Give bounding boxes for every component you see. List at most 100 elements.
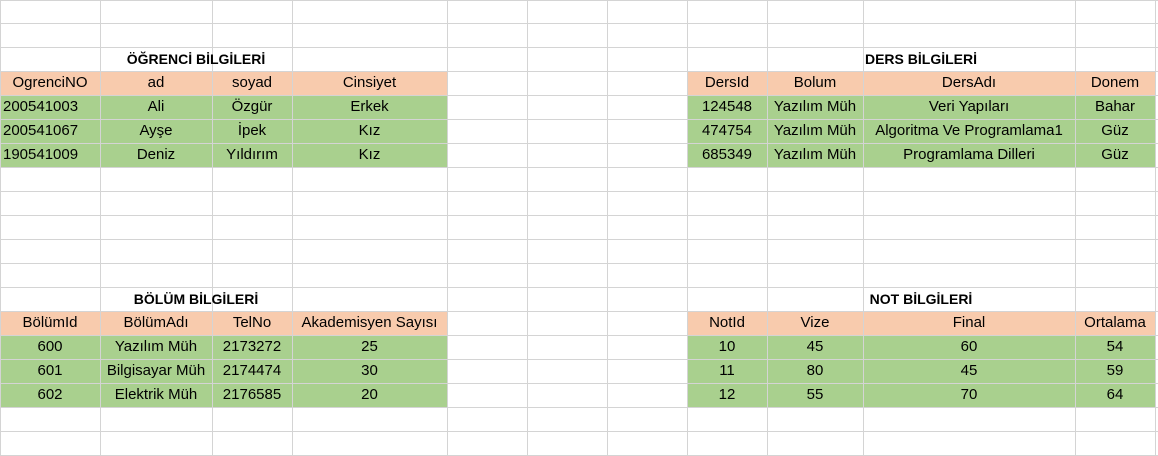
ders-table-cell[interactable]: 685349 — [701, 146, 753, 163]
ders-table-cell[interactable]: Programlama Dilleri — [903, 146, 1035, 163]
column-gridline — [100, 0, 101, 456]
row-gridline — [0, 0, 1158, 1]
bolum-table-cell[interactable]: Bilgisayar Müh — [106, 362, 206, 379]
ders-body-fill — [687, 95, 1156, 167]
ogrenci-table-cell[interactable]: Kız — [358, 122, 381, 139]
bolum-table-cell[interactable]: Elektrik Müh — [114, 386, 198, 403]
not-column-header[interactable]: NotId — [709, 314, 745, 331]
bolum-table-cell[interactable]: 2176585 — [222, 386, 282, 403]
row-gridline — [0, 167, 1158, 168]
column-gridline — [1075, 0, 1076, 456]
ogrenci-column-header[interactable]: soyad — [231, 74, 273, 91]
bolum-table-cell[interactable]: 602 — [37, 386, 63, 403]
row-gridline — [0, 119, 1158, 120]
not-column-header[interactable]: Final — [952, 314, 986, 331]
bolum-body-fill — [0, 335, 448, 407]
ders-table-cell[interactable]: Yazılım Müh — [773, 122, 857, 139]
ders-table-cell[interactable]: 124548 — [701, 98, 753, 115]
ogrenci-table-cell[interactable]: Yıldırım — [226, 146, 278, 163]
not-header-fill — [687, 311, 1156, 335]
row-gridline — [0, 431, 1158, 432]
ders-table-cell[interactable]: Algoritma Ve Programlama1 — [875, 122, 1063, 139]
row-gridline — [0, 215, 1158, 216]
bolum-table-cell[interactable]: 30 — [361, 362, 378, 379]
ders-column-header[interactable]: Bolum — [793, 74, 837, 91]
bolum-column-header[interactable]: BölümId — [22, 314, 78, 331]
ogrenci-table-title[interactable]: ÖĞRENCİ BİLGİLERİ — [126, 51, 266, 67]
ders-table-cell[interactable]: Veri Yapıları — [928, 98, 1010, 115]
not-table-cell[interactable]: 55 — [806, 386, 824, 403]
row-gridline — [0, 287, 1158, 288]
bolum-table-cell[interactable]: 600 — [37, 338, 63, 355]
bolum-table-cell[interactable]: 25 — [361, 338, 378, 355]
bolum-column-header[interactable]: BölümAdı — [123, 314, 189, 331]
bolum-column-header[interactable]: TelNo — [232, 314, 272, 331]
column-gridline — [607, 0, 608, 456]
ders-table-cell[interactable]: Yazılım Müh — [773, 146, 857, 163]
row-gridline — [0, 407, 1158, 408]
row-gridline — [0, 23, 1158, 24]
not-table-cell[interactable]: 59 — [1106, 362, 1124, 379]
ogrenci-body-fill — [0, 95, 448, 167]
ders-column-header[interactable]: Donem — [1090, 74, 1140, 91]
bolum-column-header[interactable]: Akademisyen Sayısı — [301, 314, 438, 331]
not-table-cell[interactable]: 60 — [960, 338, 978, 355]
bolum-table-title[interactable]: BÖLÜM BİLGİLERİ — [133, 291, 259, 307]
ders-table-cell[interactable]: Bahar — [1094, 98, 1136, 115]
ders-column-header[interactable]: DersAdı — [941, 74, 997, 91]
not-table-cell[interactable]: 11 — [719, 362, 735, 379]
ogrenci-column-header[interactable]: ad — [147, 74, 165, 91]
row-gridline — [0, 191, 1158, 192]
row-gridline — [0, 383, 1158, 384]
ogrenci-table-cell[interactable]: Kız — [358, 146, 381, 163]
not-table-cell[interactable]: 54 — [1106, 338, 1124, 355]
ders-table-cell[interactable]: Yazılım Müh — [773, 98, 857, 115]
ogrenci-table-cell[interactable]: Deniz — [136, 146, 176, 163]
bolum-table-cell[interactable]: 2173272 — [222, 338, 282, 355]
row-gridline — [0, 47, 1158, 48]
ders-column-header[interactable]: DersId — [704, 74, 750, 91]
not-table-cell[interactable]: 12 — [718, 386, 736, 403]
ogrenci-table-cell[interactable]: 190541009 — [3, 146, 79, 163]
column-gridline — [0, 0, 1, 456]
bolum-table-cell[interactable]: 601 — [37, 362, 63, 379]
ders-table-cell[interactable]: 474754 — [701, 122, 753, 139]
not-table-cell[interactable]: 80 — [806, 362, 824, 379]
bolum-table-cell[interactable]: 20 — [361, 386, 378, 403]
ogrenci-table-cell[interactable]: Özgür — [231, 98, 273, 115]
not-table-cell[interactable]: 10 — [718, 338, 736, 355]
ders-table-cell[interactable]: Güz — [1101, 146, 1129, 163]
row-gridline — [0, 95, 1158, 96]
ogrenci-table-cell[interactable]: 200541067 — [3, 122, 79, 139]
ders-table-cell[interactable]: Güz — [1101, 122, 1129, 139]
not-table-cell[interactable]: 70 — [960, 386, 978, 403]
not-table-cell[interactable]: 45 — [806, 338, 824, 355]
column-gridline — [687, 0, 688, 456]
not-body-fill — [687, 335, 1156, 407]
column-gridline — [292, 0, 293, 456]
ogrenci-table-cell[interactable]: Erkek — [350, 98, 389, 115]
ogrenci-header-fill — [0, 71, 448, 95]
column-gridline — [767, 0, 768, 456]
ders-table-title[interactable]: DERS BİLGİLERİ — [864, 51, 977, 67]
ogrenci-table-cell[interactable]: 200541003 — [3, 98, 79, 115]
ogrenci-table-cell[interactable]: İpek — [237, 122, 267, 139]
row-gridline — [0, 311, 1158, 312]
not-column-header[interactable]: Ortalama — [1084, 314, 1146, 331]
bolum-table-cell[interactable]: Yazılım Müh — [114, 338, 198, 355]
ogrenci-column-header[interactable]: Cinsiyet — [342, 74, 397, 91]
ogrenci-table-cell[interactable]: Ayşe — [139, 122, 173, 139]
row-gridline — [0, 71, 1158, 72]
not-table-cell[interactable]: 45 — [960, 362, 978, 379]
not-table-title[interactable]: NOT BİLGİLERİ — [869, 291, 973, 307]
bolum-header-fill — [0, 311, 448, 335]
not-table-cell[interactable]: 64 — [1106, 386, 1124, 403]
ogrenci-column-header[interactable]: OgrenciNO — [12, 74, 88, 91]
bolum-table-cell[interactable]: 2174474 — [222, 362, 282, 379]
not-column-header[interactable]: Vize — [800, 314, 830, 331]
row-gridline — [0, 239, 1158, 240]
row-gridline — [0, 143, 1158, 144]
ogrenci-table-cell[interactable]: Ali — [147, 98, 165, 115]
column-gridline — [212, 0, 213, 456]
